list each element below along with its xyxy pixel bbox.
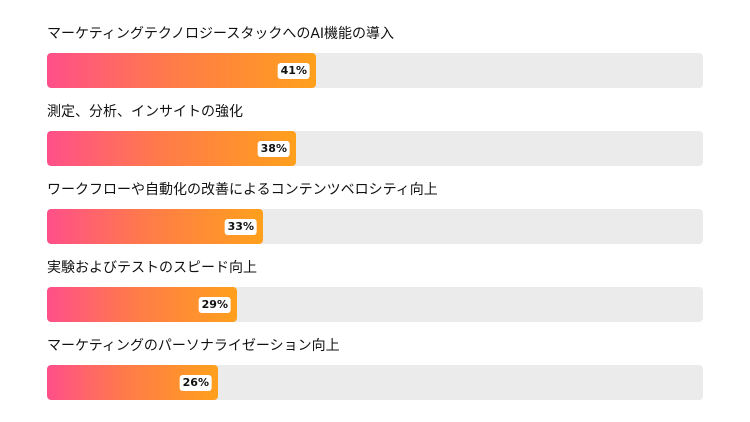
value-label: 38% [257,141,290,157]
bar-fill [47,131,296,166]
bar-track: 29% [47,287,703,322]
value-label: 41% [277,63,310,79]
category-label: ワークフローや自動化の改善によるコンテンツベロシティ向上 [47,182,438,198]
category-label: 測定、分析、インサイトの強化 [47,104,243,120]
bar-row: マーケティングテクノロジースタックへのAI機能の導入 41% [47,25,703,97]
value-label: 26% [179,375,212,391]
category-label: 実験およびテストのスピード向上 [47,260,257,276]
bar-track: 26% [47,365,703,400]
bar-row: マーケティングのパーソナライゼーション向上 26% [47,337,703,409]
value-label: 33% [224,219,257,235]
bar-row: 測定、分析、インサイトの強化 38% [47,103,703,175]
category-label: マーケティングのパーソナライゼーション向上 [47,338,340,354]
category-label: マーケティングテクノロジースタックへのAI機能の導入 [47,26,395,42]
bar-track: 38% [47,131,703,166]
bar-row: ワークフローや自動化の改善によるコンテンツベロシティ向上 33% [47,181,703,253]
bar-track: 33% [47,209,703,244]
bar-row: 実験およびテストのスピード向上 29% [47,259,703,331]
bar-track: 41% [47,53,703,88]
value-label: 29% [198,297,231,313]
bar-fill [47,53,316,88]
